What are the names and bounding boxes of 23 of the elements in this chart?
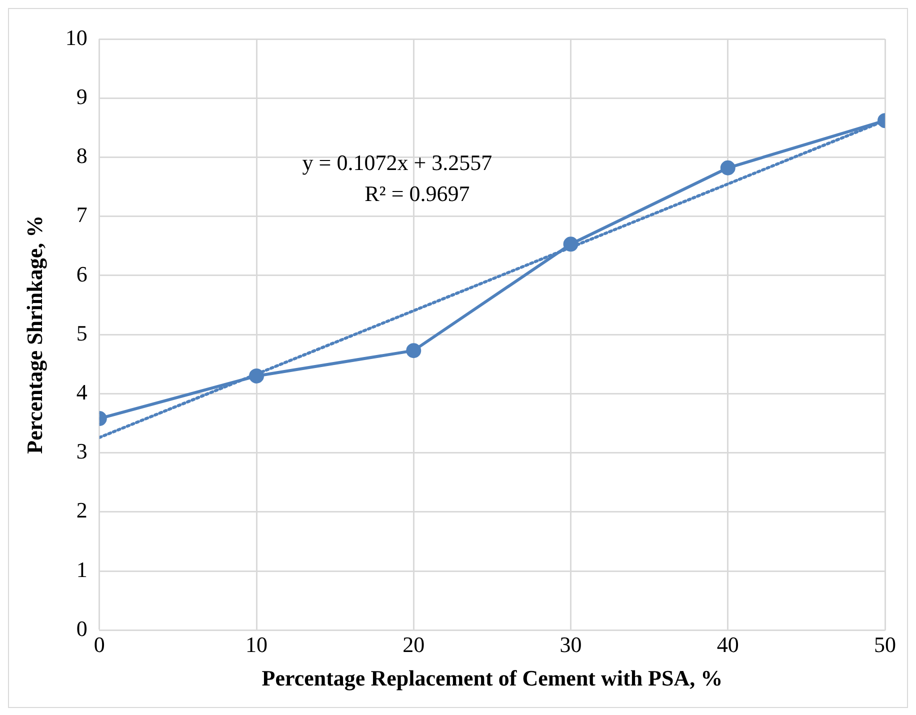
x-tick-label: 0 xyxy=(94,632,105,658)
y-tick-label: 2 xyxy=(76,498,88,523)
y-tick-label: 9 xyxy=(76,84,88,109)
point xyxy=(563,236,578,252)
x-tick-label: 10 xyxy=(246,632,268,658)
point xyxy=(406,343,422,358)
x-tick-label: 20 xyxy=(402,632,425,658)
y-tick-label: 0 xyxy=(76,616,88,641)
y-tick-label: 6 xyxy=(76,261,88,286)
annotation: y = 0.1072x + 3.2557 xyxy=(302,150,492,175)
y-tick-label: 5 xyxy=(76,320,88,346)
x-tick-label: 50 xyxy=(874,632,896,658)
y-tick-label: 1 xyxy=(76,556,88,582)
x-tick-label: 40 xyxy=(716,632,739,658)
annotation: R² = 0.9697 xyxy=(364,180,470,206)
y-tick-label: 3 xyxy=(76,438,88,464)
y-tick-label: 7 xyxy=(76,202,88,228)
y-tick-label: 4 xyxy=(76,380,88,404)
x-axis-title: Percentage Replacement of Cement with PSA, % xyxy=(262,665,723,690)
y-tick-label: 10 xyxy=(65,24,88,50)
y-axis-title: Percentage Shrinkage, % xyxy=(22,215,47,454)
x-tick-label: 30 xyxy=(560,632,582,658)
y-tick-label: 8 xyxy=(76,143,88,168)
